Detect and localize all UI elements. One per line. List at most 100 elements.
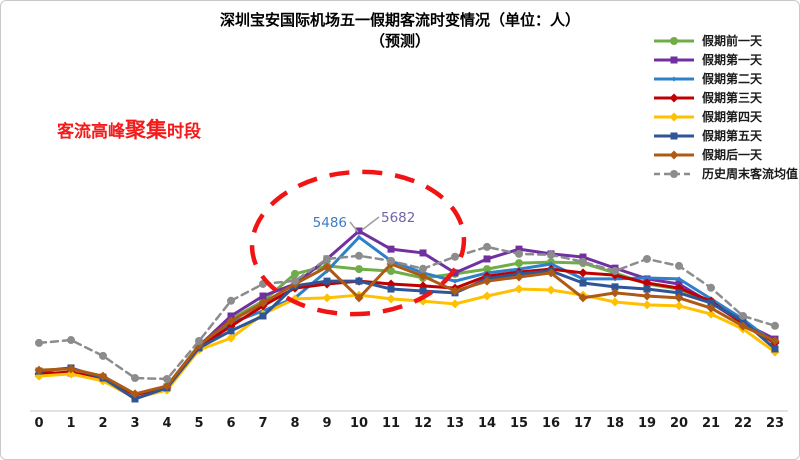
x-axis-tick-label: 22 xyxy=(734,416,752,431)
point-marker xyxy=(195,336,203,345)
x-axis-tick-label: 14 xyxy=(478,416,496,431)
legend-label: 假期第三天 xyxy=(702,91,763,105)
point-marker xyxy=(706,309,716,319)
x-axis-tick-label: 12 xyxy=(414,416,432,431)
legend-item-0: 假期前一天 xyxy=(653,31,798,50)
x-axis-tick-label: 11 xyxy=(382,416,400,431)
point-marker xyxy=(579,253,587,261)
point-marker xyxy=(355,277,363,285)
point-marker xyxy=(322,262,332,272)
point-marker xyxy=(546,285,556,295)
point-marker xyxy=(674,301,684,311)
point-marker xyxy=(387,245,395,253)
legend-item-2: 假期第二天 xyxy=(653,69,798,88)
legend-label: 假期第二天 xyxy=(702,72,763,86)
point-marker xyxy=(419,264,427,273)
series-line-2 xyxy=(37,235,777,399)
point-marker xyxy=(579,257,587,266)
peak-value-label: 5486 xyxy=(313,215,347,231)
legend-label: 历史周末客流均值 xyxy=(702,167,799,181)
annotation-part2: 聚集 xyxy=(125,117,167,142)
point-marker xyxy=(386,294,396,304)
x-axis-tick-label: 6 xyxy=(226,416,235,431)
point-marker xyxy=(547,250,555,259)
annotation-part3: 时段 xyxy=(167,122,201,142)
point-marker xyxy=(642,300,652,310)
point-marker xyxy=(670,36,678,45)
point-marker xyxy=(670,169,678,178)
point-marker xyxy=(739,311,747,320)
point-marker xyxy=(610,288,620,298)
x-axis-tick-label: 18 xyxy=(606,416,624,431)
point-marker xyxy=(451,252,459,261)
point-marker xyxy=(669,150,679,159)
point-marker xyxy=(227,312,235,320)
point-marker xyxy=(227,296,235,305)
label-leader-line xyxy=(361,216,380,231)
x-axis-tick-label: 9 xyxy=(322,416,331,431)
x-axis-tick-label: 15 xyxy=(510,416,528,431)
point-marker xyxy=(671,76,677,81)
chart-title: 深圳宝安国际机场五一假期客流时变情况（单位：人） （预测） xyxy=(1,10,799,52)
x-axis-tick-label: 5 xyxy=(194,416,203,431)
point-marker xyxy=(644,275,650,281)
point-marker xyxy=(322,293,332,303)
x-axis-tick-label: 7 xyxy=(258,416,267,431)
x-axis-tick-label: 21 xyxy=(702,416,720,431)
point-marker xyxy=(162,381,172,391)
legend-item-6: 假期后一天 xyxy=(653,145,798,164)
point-marker xyxy=(483,265,491,274)
x-axis-tick-label: 19 xyxy=(638,416,656,431)
chart-legend: 假期前一天 假期第一天 假期第二天 假期第三天 假期第四天 假期第五天 假期后一天 历史周末客… xyxy=(653,31,798,183)
point-marker xyxy=(387,285,395,293)
x-axis-tick-label: 2 xyxy=(98,416,107,431)
peak-value-label: 5682 xyxy=(381,210,415,226)
point-marker xyxy=(707,283,715,292)
point-marker xyxy=(669,93,679,102)
x-axis-tick-label: 4 xyxy=(162,416,171,431)
point-marker xyxy=(643,285,651,293)
x-axis-tick-label: 1 xyxy=(66,416,75,431)
point-marker xyxy=(419,249,427,257)
chart-title-line1: 深圳宝安国际机场五一假期客流时变情况（单位：人） xyxy=(219,11,580,29)
point-marker xyxy=(355,251,363,260)
legend-swatch-icon xyxy=(654,93,694,102)
point-marker xyxy=(483,242,491,251)
point-marker xyxy=(67,336,75,345)
point-marker xyxy=(418,271,428,281)
point-marker xyxy=(483,255,491,263)
point-marker xyxy=(482,276,492,286)
point-marker xyxy=(642,278,652,288)
series-假期第一天 xyxy=(35,227,779,400)
x-axis-tick-label: 3 xyxy=(130,416,139,431)
point-marker xyxy=(514,272,524,282)
series-假期后一天 xyxy=(34,259,780,399)
point-marker xyxy=(258,298,268,308)
legend-swatch-icon xyxy=(654,132,694,139)
legend-swatch-icon xyxy=(654,56,694,63)
x-axis-tick-label: 0 xyxy=(34,416,43,431)
point-marker xyxy=(578,293,588,303)
legend-label: 假期第五天 xyxy=(702,129,763,143)
x-axis-tick-label: 17 xyxy=(574,416,592,431)
x-axis-tick-label: 16 xyxy=(542,416,560,431)
point-marker xyxy=(323,254,331,263)
point-marker xyxy=(771,345,779,353)
point-marker xyxy=(226,316,236,326)
series-line-5 xyxy=(37,269,777,401)
point-marker xyxy=(259,312,267,320)
point-marker xyxy=(354,293,364,303)
point-marker xyxy=(98,371,108,381)
point-marker xyxy=(131,395,139,403)
point-marker xyxy=(707,299,715,307)
series-历史周末客流均值 xyxy=(35,242,779,384)
label-leader-line xyxy=(349,221,359,233)
legend-swatch-icon xyxy=(654,150,694,159)
point-marker xyxy=(355,227,363,235)
point-marker xyxy=(227,327,235,335)
legend-item-1: 假期第一天 xyxy=(653,50,798,69)
point-marker xyxy=(611,283,619,291)
point-marker xyxy=(66,364,76,374)
x-axis-tick-label: 8 xyxy=(290,416,299,431)
